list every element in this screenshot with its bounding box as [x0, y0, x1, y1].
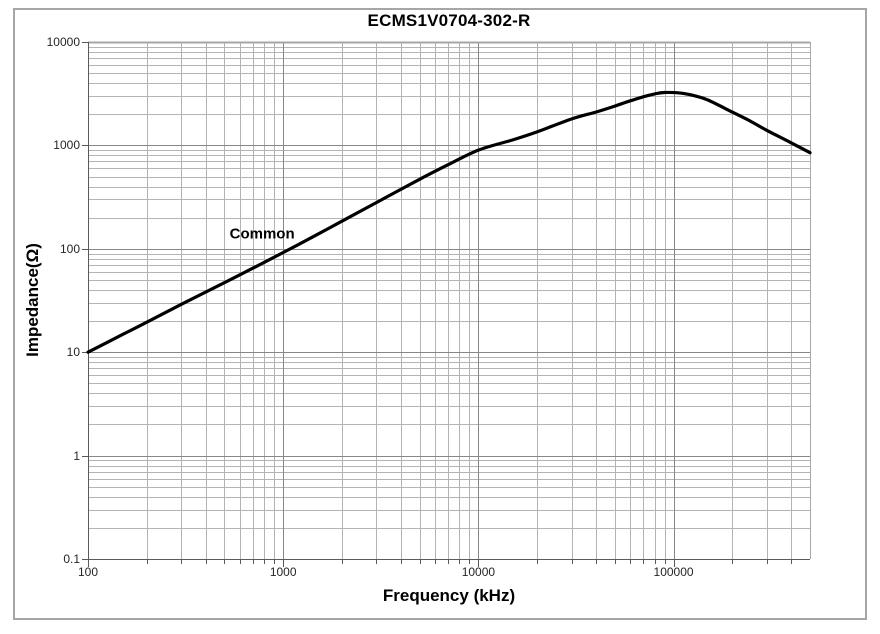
x-tick-label-1000: 1000 [269, 565, 297, 579]
y-axis-title: Impedance(Ω) [23, 243, 42, 357]
x-tick-label-10000: 10000 [461, 565, 496, 579]
y-tick-label-1: 1 [73, 448, 80, 463]
y-tick-label-0p1: 0.1 [63, 552, 80, 566]
x-axis-title: Frequency (kHz) [382, 586, 516, 605]
y-tick-label-1000: 1000 [53, 138, 80, 153]
y-tick-label-100: 100 [59, 241, 80, 256]
x-tick-label-100: 100 [77, 565, 99, 579]
y-tick-label-10000: 10000 [46, 35, 80, 49]
series-label-common: Common [229, 225, 295, 243]
x-tick-label-100000: 100000 [653, 565, 694, 579]
chart-title: ECMS1V0704-302-R [367, 11, 531, 30]
y-tick-label-10: 10 [66, 345, 80, 360]
